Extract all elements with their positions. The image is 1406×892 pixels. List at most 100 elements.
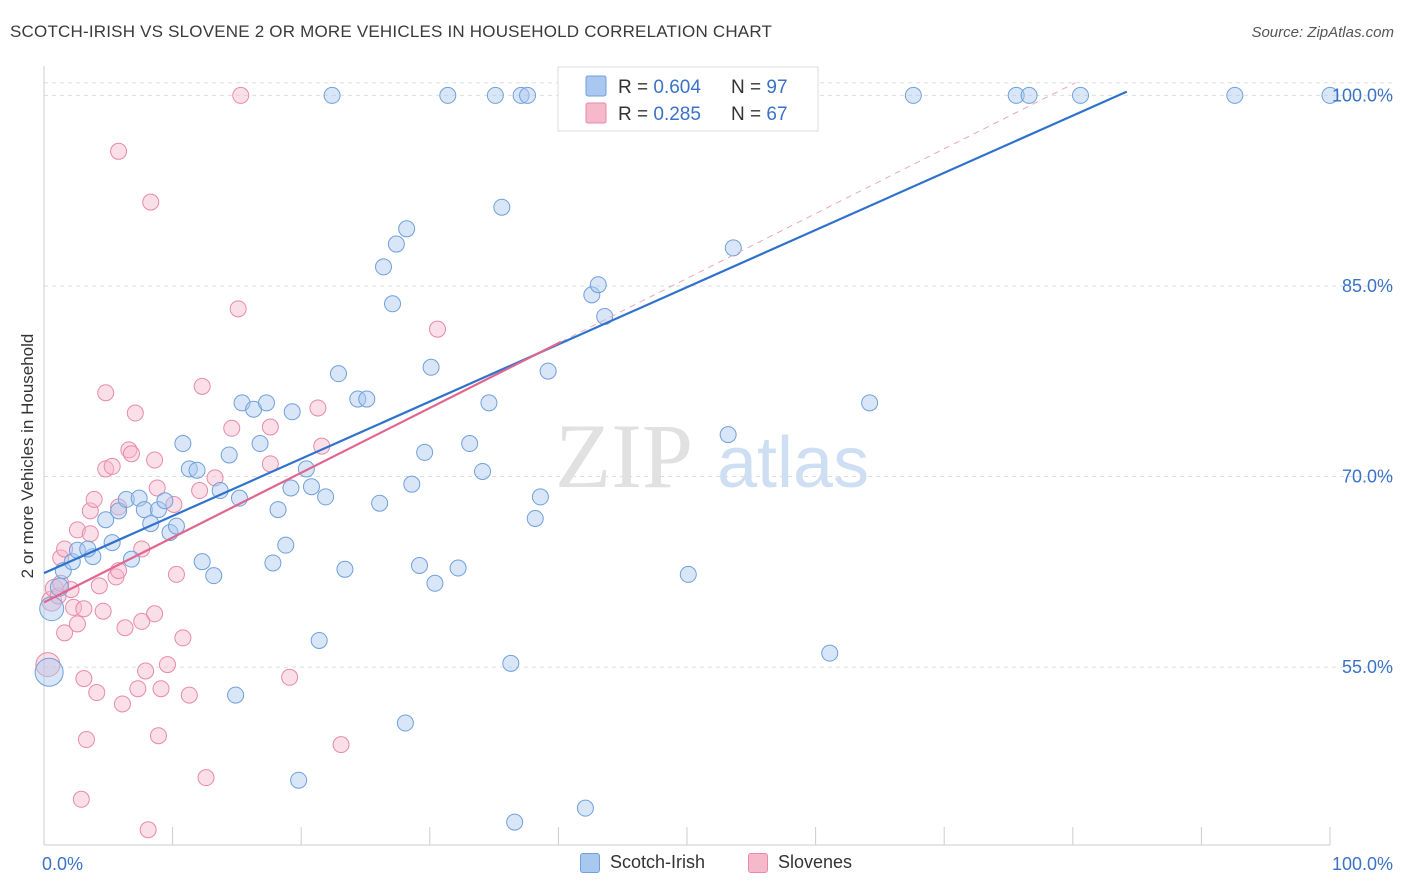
scotch-irish-point (149, 501, 167, 519)
scotch-irish-point (135, 501, 153, 519)
legend-r-value: 0.604 (653, 77, 701, 98)
scotch-irish-point (403, 475, 421, 493)
scotch-irish-point (474, 462, 492, 480)
scotch-irish-point (310, 631, 328, 649)
scotch-irish-point (167, 517, 185, 535)
scotch-irish-point (349, 390, 367, 408)
legend-swatch-slovenes (748, 852, 768, 873)
scotch-irish-point (97, 511, 115, 529)
slovenes-point (146, 451, 164, 469)
trend-lines (43, 82, 1128, 604)
scotch-irish-point (264, 554, 282, 572)
slovenes-point (174, 629, 192, 647)
scotch-irish-point (539, 362, 557, 380)
scotch-irish-point (416, 443, 434, 461)
scotch-irish-point (398, 220, 416, 238)
slovenes-point (113, 695, 131, 713)
slovenes-point (90, 577, 108, 595)
slovenes-point (116, 619, 134, 637)
scotch-irish-point (449, 559, 467, 577)
svg-text:R = 0.604: R = 0.604 (618, 77, 701, 98)
scotch-irish-point (439, 86, 457, 104)
slovenes-point (88, 684, 106, 702)
slovenes-point (81, 525, 99, 543)
scotch-irish-point (486, 86, 504, 104)
legend-swatch-scotch-irish (580, 852, 600, 873)
slovenes-point (191, 482, 209, 500)
scotch-irish-point (576, 799, 594, 817)
scotch-irish-point (1226, 86, 1244, 104)
watermark: ZIP atlas (555, 405, 869, 507)
slovenes-point (122, 445, 140, 463)
scotch-irish-point (336, 560, 354, 578)
slovenes-point (158, 656, 176, 674)
slovenes-point (309, 399, 327, 417)
scotch-irish-point (531, 488, 549, 506)
slovenes-point (68, 521, 86, 539)
slovenes-point (165, 496, 183, 514)
slovenes-point (206, 469, 224, 487)
scotch-irish-point (371, 494, 389, 512)
scotch-irish-point (821, 644, 839, 662)
slovenes-point (281, 668, 299, 686)
scotch-irish-point (583, 286, 601, 304)
scotch-irish-point (422, 358, 440, 376)
svg-text:N = 67: N = 67 (731, 104, 788, 125)
slovenes-point (146, 605, 164, 623)
slovenes-point (133, 612, 151, 630)
scotch-irish-point (277, 536, 295, 554)
chart-title: SCOTCH-IRISH VS SLOVENE 2 OR MORE VEHICL… (10, 22, 773, 41)
scotch-irish-point (861, 394, 879, 412)
legend-r-label: R = (618, 77, 653, 98)
watermark-atlas: atlas (717, 423, 869, 503)
legend-item-scotch-irish: Scotch-Irish (580, 852, 705, 873)
slovenes-point (148, 479, 166, 497)
source-label: Source: ZipAtlas.com (1251, 24, 1394, 41)
svg-text:R = 0.285: R = 0.285 (618, 104, 701, 125)
slovenes-points (35, 86, 447, 839)
legend-label-slovenes: Slovenes (778, 852, 853, 872)
svg-text:N = 97: N = 97 (731, 77, 788, 98)
scotch-irish-point (282, 479, 300, 497)
scotch-irish-point (679, 565, 697, 583)
slovenes-point (97, 384, 115, 402)
legend-n-value: 97 (766, 77, 787, 98)
scotch-irish-point (375, 258, 393, 276)
scotch-irish-point (387, 235, 405, 253)
scotch-irish-point (1321, 86, 1339, 104)
scotch-irish-point (519, 86, 537, 104)
slovenes-point (129, 680, 147, 698)
scotch-irish-point (34, 657, 64, 687)
legend-swatch-slovenes (585, 102, 607, 124)
y-axis-label: 2 or more Vehicles in Household (18, 334, 37, 579)
slovenes-point (149, 727, 167, 745)
scotch-irish-point (188, 461, 206, 479)
scotch-irish-point (904, 86, 922, 104)
legend-n-label: N = (731, 104, 766, 125)
y-tick-label: 55.0% (1342, 657, 1393, 677)
y-tick-label: 70.0% (1342, 467, 1393, 487)
legend-top: R = 0.604 N = 97 R = 0.285 N = 67 (557, 66, 819, 132)
watermark-zip: ZIP (555, 405, 693, 507)
slovenes-point (110, 142, 128, 160)
slovenes-point (167, 565, 185, 583)
legend-swatch-scotch-irish (585, 75, 607, 97)
slovenes-point (56, 540, 74, 558)
slovenes-point (77, 731, 95, 749)
slovenes-point (229, 300, 247, 318)
legend-n-label: N = (731, 77, 766, 98)
scotch-irish-trend-line (43, 90, 1128, 575)
scotch-irish-point (358, 390, 376, 408)
slovenes-trend-extension (560, 82, 1076, 343)
slovenes-point (232, 86, 250, 104)
y-tick-label: 85.0% (1342, 276, 1393, 296)
scotch-irish-point (193, 553, 211, 571)
scotch-irish-point (297, 460, 315, 478)
scotch-irish-point (156, 492, 174, 510)
tick-labels: 55.0% 70.0% 85.0% 100.0% 0.0% 100.0% (42, 85, 1393, 874)
slovenes-point (126, 404, 144, 422)
scotch-irish-point (251, 435, 269, 453)
scotch-irish-point (724, 239, 742, 257)
scotch-irish-point (512, 86, 530, 104)
legend-item-slovenes: Slovenes (748, 852, 852, 873)
